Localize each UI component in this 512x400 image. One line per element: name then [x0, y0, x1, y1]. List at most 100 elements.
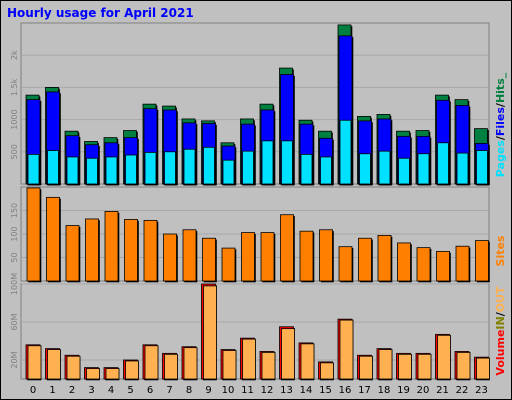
legend-entry: /: [494, 311, 507, 316]
pages-bar: [437, 142, 449, 185]
x-tick-label: 1: [49, 385, 55, 396]
volume-out-bar: [378, 349, 393, 380]
x-tick-label: 16: [339, 385, 352, 396]
sites-bar: [163, 233, 177, 282]
sites-bar: [299, 230, 314, 282]
pages-bar: [125, 154, 137, 185]
sites-bar: [46, 196, 60, 282]
sites-bar: [397, 242, 411, 282]
sites-bar: [260, 232, 275, 282]
sites-bar: [436, 250, 450, 282]
volume-out-bar: [281, 328, 295, 380]
legend-entry: Sites: [494, 235, 507, 266]
x-tick-label: 15: [319, 385, 332, 396]
sites-bar: [338, 246, 353, 282]
volume-out-bar: [359, 355, 373, 380]
legend-entry: Pages: [494, 140, 507, 178]
x-tick-label: 17: [358, 385, 371, 396]
x-tick-label: 2: [69, 385, 75, 396]
y-tick-label: 100: [10, 226, 19, 241]
x-tick-label: 3: [88, 385, 94, 396]
y-tick-label: 150: [10, 203, 19, 218]
x-tick-label: 9: [205, 385, 211, 396]
pages-bar: [27, 153, 40, 185]
pages-bar: [417, 153, 430, 185]
legend-entry: OUT: [494, 286, 507, 312]
legend-entry: Files: [494, 107, 507, 137]
pages-bar: [300, 153, 313, 185]
y-tick-label: 20M: [10, 351, 19, 368]
volume-out-bar: [261, 351, 276, 380]
volume-out-bar: [164, 353, 178, 380]
x-tick-label: 7: [166, 385, 172, 396]
x-tick-label: 4: [108, 385, 114, 396]
x-tick-label: 14: [300, 385, 313, 396]
sites-bar: [26, 187, 41, 282]
volume-out-bar: [183, 347, 198, 380]
pages-bar: [456, 152, 469, 185]
pages-bar: [86, 157, 98, 185]
sites-bar: [65, 225, 80, 282]
sites-bar: [85, 218, 99, 282]
y-tick-label: 50: [10, 252, 19, 262]
volume-out-bar: [203, 285, 217, 380]
sites-bar: [455, 245, 470, 282]
x-tick-label: 13: [280, 385, 293, 396]
pages-bar: [105, 156, 118, 185]
chart-title: Hourly usage for April 2021: [7, 6, 194, 20]
legend-entry: Volume: [494, 330, 507, 376]
y-tick-label: 2k: [10, 50, 19, 60]
legend-entry: Hits_: [494, 72, 507, 103]
y-tick-label: 1000: [10, 109, 19, 129]
pages-bar: [203, 146, 215, 185]
y-tick-label: 500: [10, 144, 19, 159]
sites-bar: [280, 214, 294, 282]
x-tick-label: 23: [475, 385, 488, 396]
x-tick-label: 21: [436, 385, 449, 396]
legend-entry: /: [494, 135, 507, 140]
x-tick-label: 0: [30, 385, 36, 396]
pages-bar: [66, 156, 79, 185]
x-tick-label: 11: [241, 385, 254, 396]
volume-out-bar: [437, 334, 451, 380]
x-tick-label: 8: [186, 385, 192, 396]
sites-bar: [416, 247, 431, 282]
volume-out-bar: [105, 368, 120, 380]
volume-out-bar: [320, 362, 334, 380]
sites-bar: [124, 219, 138, 282]
sites-bar: [319, 229, 333, 282]
x-tick-label: 20: [417, 385, 430, 396]
pages-bar: [222, 159, 235, 185]
pages-bar: [261, 140, 274, 185]
volume-out-bar: [242, 338, 256, 380]
x-tick-label: 6: [147, 385, 153, 396]
sites-bar: [241, 232, 255, 282]
pages-bar: [476, 150, 488, 185]
volume-out-bar: [144, 345, 159, 380]
legend-volume: VolumeIN/OUT: [494, 286, 507, 376]
sites-bar: [104, 211, 119, 282]
y-tick-label: 100M: [10, 273, 19, 295]
legend-entry: IN: [494, 316, 507, 329]
sites-bar: [475, 240, 489, 282]
volume-out-bar: [222, 350, 237, 380]
volume-out-bar: [125, 360, 139, 380]
pages-bar: [398, 157, 410, 185]
pages-bar: [164, 151, 176, 185]
x-tick-label: 10: [222, 385, 235, 396]
volume-out-bar: [300, 343, 315, 380]
sites-bar: [143, 219, 158, 282]
legend-entry: /: [494, 102, 507, 107]
x-tick-label: 18: [378, 385, 391, 396]
pages-bar: [144, 152, 157, 185]
sites-bar: [202, 237, 216, 282]
y-tick-label: 1.5k: [10, 78, 19, 96]
pages-bar: [339, 119, 352, 185]
x-tick-label: 12: [261, 385, 274, 396]
y-tick-label: 60M: [10, 313, 19, 330]
volume-out-bar: [66, 355, 81, 380]
volume-out-bar: [339, 319, 354, 380]
volume-out-bar: [86, 368, 100, 380]
pages-bar: [281, 140, 293, 185]
